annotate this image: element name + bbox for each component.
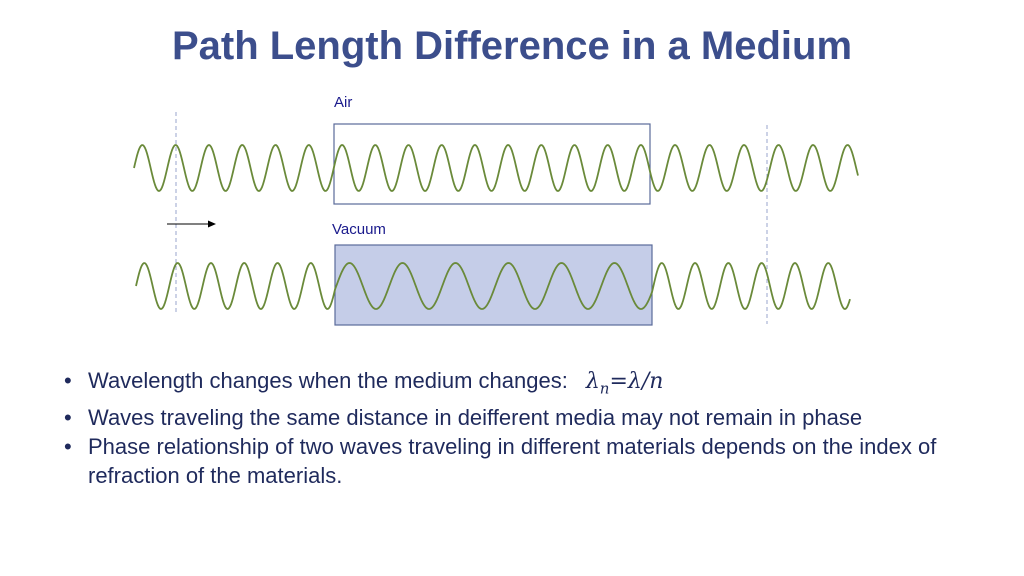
bullet-refraction: Phase relationship of two waves travelin…	[60, 432, 1010, 490]
vacuum-region-label: Vacuum	[332, 221, 386, 238]
top-wave	[133, 144, 859, 192]
air-region-label: Air	[334, 94, 352, 111]
bullet-phase: Waves traveling the same distance in dei…	[60, 403, 1010, 432]
bullet-list: Wavelength changes when the medium chang…	[60, 366, 1010, 490]
air-region-box	[333, 123, 651, 205]
right-arrow-icon	[167, 220, 216, 228]
slide-title: Path Length Difference in a Medium	[171, 24, 853, 68]
vacuum-region-box	[334, 244, 653, 326]
wavelength-formula: λn=λ/n	[585, 369, 664, 398]
bottom-wave	[135, 262, 851, 310]
bullet-wavelength-text: Wavelength changes when the medium chang…	[88, 368, 568, 393]
bullet-wavelength: Wavelength changes when the medium chang…	[60, 366, 1010, 403]
